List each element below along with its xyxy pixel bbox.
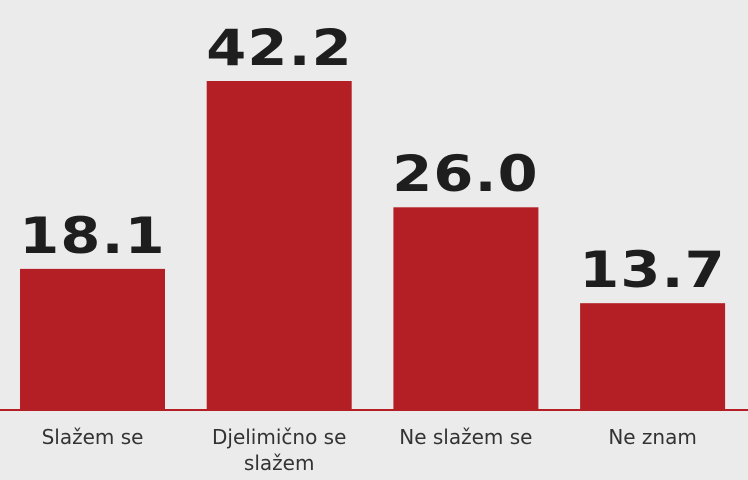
category-label: Slažem se xyxy=(41,425,144,449)
category-label: Djelimično se slažem xyxy=(211,425,347,475)
category-label: Ne znam xyxy=(608,425,697,449)
value-label: 42.2 xyxy=(205,19,353,77)
value-label: 18.1 xyxy=(19,206,166,265)
bar xyxy=(393,207,539,410)
bar xyxy=(580,303,726,410)
category-label: Ne slažem se xyxy=(399,425,533,449)
value-label: 26.0 xyxy=(392,145,540,204)
bar xyxy=(206,81,352,410)
value-label: 13.7 xyxy=(579,241,726,300)
bar xyxy=(20,268,165,410)
